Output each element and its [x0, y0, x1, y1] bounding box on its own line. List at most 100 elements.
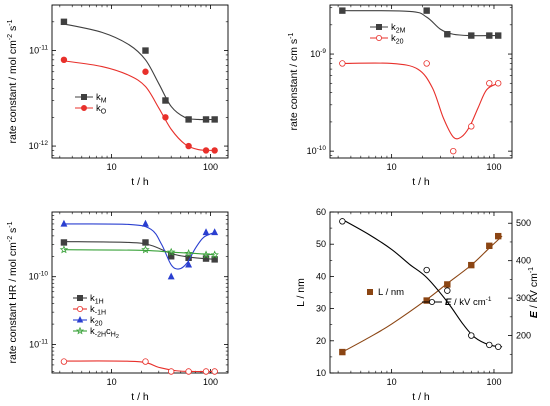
- y2-tick-label: 200: [516, 331, 531, 341]
- x-tick-label: 10: [107, 162, 117, 172]
- legend-symbol: k: [90, 326, 95, 337]
- y-tick-label: 20: [316, 336, 326, 346]
- data-point-star: [210, 250, 219, 259]
- data-point-square: [486, 242, 493, 250]
- data-point-square: [339, 348, 346, 356]
- legend-unit: / kV cm: [451, 297, 485, 308]
- legend-symbol: k: [90, 304, 95, 315]
- y-tick-label: 10-10: [307, 145, 327, 156]
- legend-subscript: 20: [396, 39, 404, 46]
- series-fit-line: [342, 219, 503, 348]
- legend-subscript: 20: [95, 321, 103, 328]
- legend-symbol: k: [90, 315, 95, 326]
- y-tick-exponent: -11: [39, 339, 48, 346]
- data-point-star: [184, 249, 193, 258]
- y-axis-label: rate constant / cm s-1: [288, 32, 300, 130]
- legend-symbol: k: [96, 92, 101, 103]
- x-axis-label: t / h: [131, 176, 149, 188]
- data-point-circle: [202, 368, 210, 375]
- data-point-square: [468, 261, 475, 269]
- series-fit-line: [63, 223, 215, 270]
- x-tick-label: 100: [486, 377, 501, 387]
- data-point-square: [60, 239, 68, 246]
- data-point-circle: [142, 68, 149, 75]
- series-k-2h: [59, 245, 219, 259]
- data-point-square: [339, 7, 346, 14]
- series-e: [339, 218, 503, 350]
- data-point-circle: [185, 368, 192, 375]
- series-fit-line: [63, 249, 215, 256]
- data-point-square: [495, 32, 502, 39]
- data-point-circle: [142, 358, 149, 365]
- data-point-square: [444, 281, 451, 288]
- y-tick-label: 50: [316, 239, 326, 249]
- data-point-circle: [211, 368, 218, 375]
- y-tick-label: 10-11: [29, 339, 48, 350]
- data-point-circle: [185, 142, 192, 150]
- y-tick-exponent: -11: [39, 45, 48, 52]
- y-tick-label: 30: [316, 304, 326, 314]
- legend-label: k20: [391, 33, 404, 46]
- data-point-triangle: [142, 219, 149, 227]
- x-axis-label: t / h: [412, 391, 430, 403]
- y-tick-base: 10: [29, 46, 39, 56]
- y2-label-symbol: E: [528, 310, 540, 318]
- y2-tick-label: 500: [516, 218, 531, 228]
- data-point-square: [60, 18, 68, 26]
- y2-label-sup: -1: [528, 267, 535, 273]
- y-tick-base: 10: [307, 146, 317, 156]
- x-tick-label: 100: [486, 162, 501, 172]
- data-point-triangle: [185, 260, 193, 268]
- legend-subscript: M: [101, 98, 107, 105]
- x-tick-label: 10: [387, 377, 397, 387]
- data-point-star: [59, 245, 69, 254]
- series-fit-line: [63, 60, 215, 151]
- data-point-circle: [162, 114, 169, 121]
- plot-frame: [51, 4, 229, 159]
- legend-label: E / kV cm-1: [445, 296, 492, 308]
- data-point-circle: [468, 123, 475, 130]
- legend-symbol: k: [90, 293, 95, 304]
- data-point-triangle: [202, 228, 210, 236]
- y-tick-label: 10: [316, 368, 326, 378]
- data-point-star: [166, 247, 176, 256]
- legend-subscript: 2M: [396, 28, 406, 35]
- y-tick-label: 10-11: [29, 45, 48, 56]
- data-point-circle: [375, 35, 382, 42]
- y-label-sup: -1: [7, 221, 14, 227]
- data-point-star: [75, 326, 85, 335]
- data-point-circle: [450, 147, 457, 155]
- series-fit-line: [342, 62, 499, 140]
- data-point-circle: [495, 80, 502, 87]
- series-fit-line: [342, 235, 503, 353]
- legend-extra-sub2: 2: [116, 334, 119, 340]
- y-tick-label: 10-10: [29, 271, 49, 282]
- y-tick-label: 10-12: [29, 140, 49, 151]
- y-tick-base: 10: [29, 340, 39, 350]
- data-point-square: [81, 94, 88, 101]
- y-label-sup: -2: [7, 34, 14, 40]
- data-point-circle: [60, 56, 68, 64]
- legend-extra-sub: H: [111, 332, 116, 339]
- legend-subscript: 1H: [95, 299, 104, 306]
- y-tick-exponent: -10: [39, 271, 49, 278]
- legend-symbol: E: [445, 297, 452, 308]
- y-tick-label: 10-9: [310, 48, 326, 59]
- data-point-circle: [202, 147, 210, 154]
- legend-symbol: k: [391, 33, 396, 44]
- data-point-triangle: [167, 272, 175, 280]
- data-point-square: [211, 116, 218, 123]
- legend-label: k20: [90, 315, 103, 328]
- series-fit-line: [63, 23, 215, 121]
- legend-label: L / nm: [378, 287, 404, 298]
- series-km: [60, 18, 218, 123]
- plot-frame: [329, 211, 513, 374]
- data-point-circle: [339, 218, 346, 225]
- legend-symbol: k: [96, 103, 101, 114]
- series-lnm: [339, 232, 503, 356]
- series-k20: [339, 60, 502, 155]
- y-axis-label: L / nm: [295, 278, 307, 307]
- legend-label: k2M: [391, 22, 406, 35]
